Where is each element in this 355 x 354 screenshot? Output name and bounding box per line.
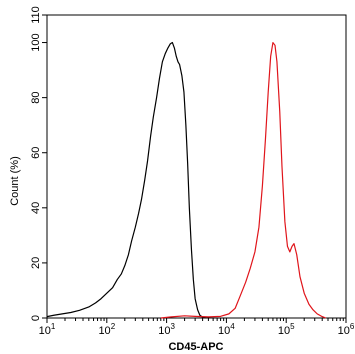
axes: 0 20 40 60 80 100 110 101 102 103 104 105 106 <box>30 6 355 337</box>
x-tick-label: 105 <box>278 322 295 337</box>
plot-frame <box>46 14 347 319</box>
series-line-1 <box>46 41 207 319</box>
x-tick-label: 104 <box>218 322 235 337</box>
y-tick-label: 100 <box>30 33 42 51</box>
y-tick-label: 20 <box>30 257 42 269</box>
x-tick-label: 103 <box>158 322 175 337</box>
series-line-2 <box>160 41 327 319</box>
y-tick-label: 40 <box>30 202 42 214</box>
x-tick-label: 101 <box>39 322 56 337</box>
y-tick-label: 80 <box>30 92 42 104</box>
y-tick-label: 0 <box>30 315 42 321</box>
y-tick-label: 110 <box>30 6 42 24</box>
y-tick-label: 60 <box>30 147 42 159</box>
x-axis-title: CD45-APC <box>168 341 223 353</box>
labels: CD45-APC Count (%) <box>9 156 224 353</box>
series-layer <box>46 41 327 319</box>
x-tick-label: 106 <box>338 322 355 337</box>
x-tick-label: 102 <box>98 322 115 337</box>
y-axis-title: Count (%) <box>9 156 21 206</box>
